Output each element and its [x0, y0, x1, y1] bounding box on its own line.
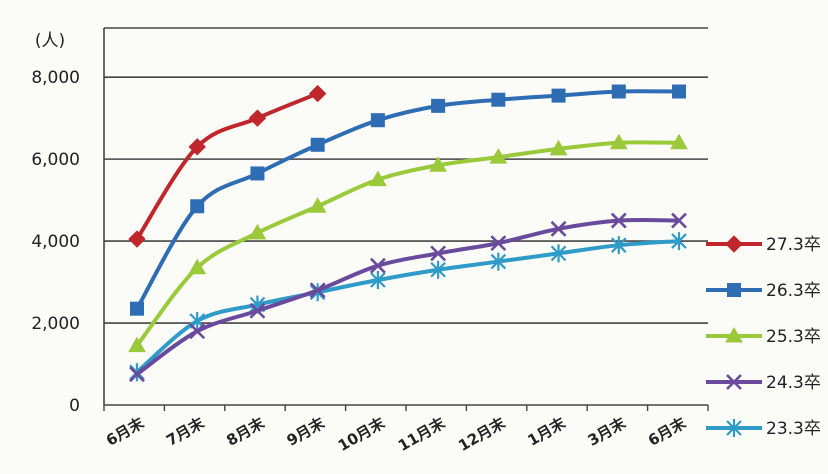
x-tick-label: 9月末: [284, 413, 329, 449]
grid-lines: [104, 27, 708, 324]
data-point-marker: [671, 232, 687, 251]
data-point-marker: [309, 282, 326, 299]
legend-item: 24.3卒: [706, 373, 821, 393]
legend-label: 27.3卒: [766, 235, 821, 255]
data-point-marker: [611, 236, 627, 255]
data-point-marker: [130, 301, 144, 316]
data-point-marker: [128, 336, 146, 353]
data-point-marker: [609, 133, 628, 150]
data-point-marker: [249, 302, 266, 319]
data-point-marker: [248, 223, 267, 240]
series-line: [135, 91, 319, 241]
series-25.3卒: [128, 133, 688, 353]
data-point-marker: [430, 260, 446, 279]
x-tick-label: 6月末: [645, 413, 690, 449]
data-point-marker: [190, 199, 205, 214]
data-point-marker: [128, 230, 146, 248]
data-point-marker: [429, 156, 447, 172]
legend-marker: [727, 283, 741, 297]
legend-item: 23.3卒: [706, 419, 821, 439]
data-point-marker: [370, 271, 386, 290]
data-point-marker: [370, 113, 385, 128]
data-point-marker: [551, 88, 566, 103]
series-line: [135, 140, 680, 347]
data-point-marker: [310, 137, 325, 152]
data-point-marker: [550, 244, 567, 263]
legend-marker: [725, 235, 743, 253]
data-point-marker: [188, 258, 207, 275]
x-tick-label: 11月末: [395, 413, 449, 455]
series-lines: [128, 84, 688, 383]
legend-marker: [726, 419, 742, 437]
data-point-marker: [610, 212, 627, 229]
y-tick-label: 8,000: [31, 68, 80, 88]
x-tick-label: 8月末: [223, 413, 268, 449]
series-27.3卒: [128, 84, 327, 248]
data-point-marker: [431, 98, 446, 113]
data-point-marker: [430, 245, 447, 262]
data-point-marker: [308, 197, 327, 213]
legend-item: 27.3卒: [706, 235, 821, 255]
x-tick-label: 3月末: [585, 413, 630, 449]
data-point-marker: [611, 84, 626, 99]
y-tick-label: 2,000: [31, 314, 80, 334]
series-line: [135, 217, 680, 376]
data-point-marker: [550, 220, 567, 237]
data-point-marker: [489, 148, 508, 164]
data-point-marker: [549, 139, 568, 156]
data-point-marker: [671, 212, 687, 229]
data-point-marker: [490, 235, 507, 252]
data-point-marker: [672, 84, 686, 99]
legend-item: 25.3卒: [706, 326, 821, 347]
data-point-marker: [248, 109, 267, 127]
y-tick-labels: 0 2,000 4,000 6,000 8,000: [31, 68, 80, 416]
data-point-marker: [369, 257, 386, 274]
data-point-marker: [369, 170, 387, 187]
x-tick-label: 7月末: [163, 413, 208, 449]
x-tick-label: 1月末: [525, 413, 570, 449]
y-tick-label: 4,000: [31, 232, 80, 252]
legend-item: 26.3卒: [706, 281, 821, 301]
legend-marker: [725, 326, 743, 343]
axes: [103, 28, 709, 411]
legend-label: 26.3卒: [766, 281, 821, 301]
legend-label: 24.3卒: [766, 373, 821, 393]
data-point-marker: [129, 366, 145, 383]
y-tick-label: 6,000: [31, 150, 80, 170]
x-tick-label: 10月末: [335, 413, 389, 455]
legend-label: 25.3卒: [766, 327, 821, 347]
data-point-marker: [308, 84, 327, 103]
data-point-marker: [189, 323, 206, 340]
series-line: [135, 239, 680, 374]
data-point-marker: [490, 252, 507, 271]
legend-marker: [726, 374, 742, 390]
y-tick-label: 0: [69, 396, 80, 416]
x-tick-label: 6月末: [103, 413, 148, 449]
y-axis-unit-label: (人): [35, 31, 65, 51]
data-point-marker: [250, 166, 265, 181]
x-tick-label: 12月末: [455, 413, 509, 455]
data-point-marker: [491, 92, 506, 107]
legend: 27.3卒 26.3卒 25.3卒 24.3卒 23.3卒: [706, 235, 821, 439]
series-24.3卒: [129, 212, 687, 383]
legend-label: 23.3卒: [766, 419, 821, 439]
series-line: [135, 89, 680, 310]
data-point-marker: [188, 138, 206, 156]
series-26.3卒: [130, 84, 686, 316]
data-point-marker: [670, 133, 688, 150]
x-tick-labels: 6月末 7月末 8月末 9月末 10月末 11月末 12月末 1月末 3月末 6月末: [103, 413, 690, 455]
